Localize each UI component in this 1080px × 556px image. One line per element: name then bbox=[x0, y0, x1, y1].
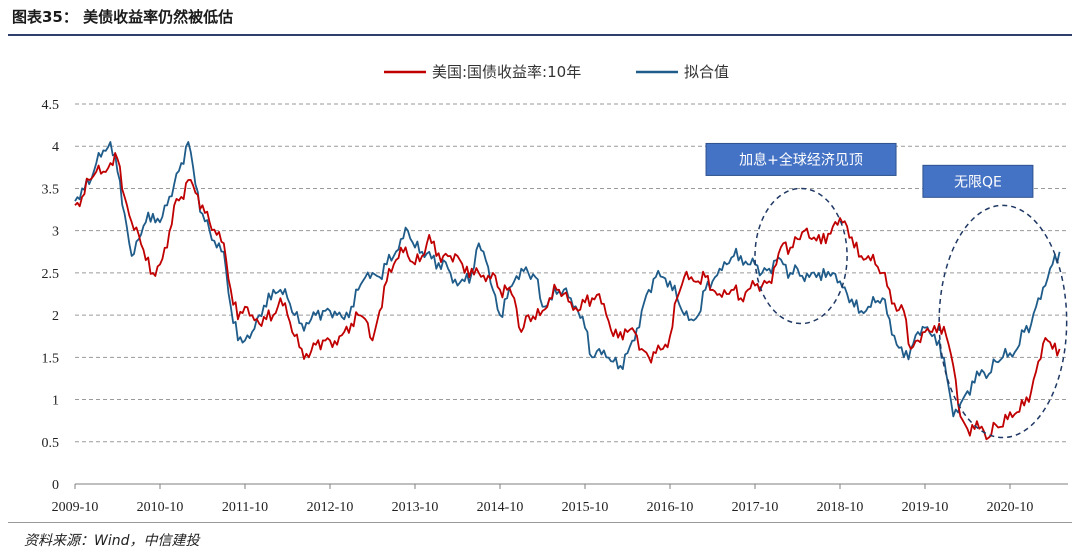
y-tick-label: 2 bbox=[52, 309, 59, 324]
series-line bbox=[74, 152, 1061, 441]
x-tick-label: 2016-10 bbox=[647, 500, 694, 515]
source-rule bbox=[8, 522, 1072, 523]
y-tick-label: 4 bbox=[52, 140, 59, 155]
x-tick-label: 2013-10 bbox=[392, 500, 439, 515]
yield-chart: 0 0.5 1 1.5 2 2.5 3 3.5 4 4.5 2009-10 2010-10 2011-… bbox=[42, 63, 1068, 515]
source-note: 资料来源：Wind，中信建投 bbox=[24, 533, 200, 549]
y-tick-label: 4.5 bbox=[42, 98, 60, 113]
y-tick-label: 1.5 bbox=[42, 351, 60, 366]
annotation-box bbox=[705, 142, 897, 176]
annotation-label: 无限QE bbox=[954, 174, 1002, 190]
legend-label: 拟合值 bbox=[684, 63, 729, 81]
legend: 美国:国债收益率:10年 拟合值 bbox=[384, 63, 729, 81]
series-lines bbox=[74, 141, 1061, 441]
grid-lines bbox=[75, 103, 1068, 443]
x-tick-label: 2015-10 bbox=[562, 500, 609, 515]
x-tick-label: 2012-10 bbox=[307, 500, 354, 515]
x-axis: 2009-10 2010-10 2011-10 2012-10 2013-10 2014-… bbox=[52, 483, 1068, 515]
y-tick-label: 0.5 bbox=[42, 436, 60, 451]
legend-label: 美国:国债收益率:10年 bbox=[432, 63, 581, 81]
highlight-ellipse bbox=[938, 204, 1068, 439]
y-tick-label: 3.5 bbox=[42, 182, 60, 197]
x-tick-label: 2017-10 bbox=[732, 500, 779, 515]
figure-title: 图表35： 美债收益率仍然被低估 bbox=[12, 8, 234, 26]
annotation-label: 加息+全球经济见顶 bbox=[739, 151, 863, 168]
y-axis: 0 0.5 1 1.5 2 2.5 3 3.5 4 4.5 bbox=[42, 98, 60, 493]
y-tick-label: 0 bbox=[52, 478, 59, 493]
x-tick-label: 2011-10 bbox=[222, 500, 268, 515]
series-line bbox=[74, 141, 1061, 418]
x-tick-label: 2018-10 bbox=[817, 500, 864, 515]
x-tick-label: 2010-10 bbox=[137, 500, 184, 515]
x-tick-label: 2019-10 bbox=[902, 500, 949, 515]
y-tick-label: 3 bbox=[52, 225, 59, 240]
x-tick-label: 2009-10 bbox=[52, 500, 99, 515]
x-tick-label: 2014-10 bbox=[477, 500, 524, 515]
y-tick-label: 2.5 bbox=[42, 267, 60, 282]
highlight-ellipses bbox=[754, 187, 1068, 439]
title-rule bbox=[8, 34, 1072, 36]
x-tick-label: 2020-10 bbox=[987, 500, 1034, 515]
y-tick-label: 1 bbox=[52, 394, 59, 409]
highlight-ellipse bbox=[754, 187, 848, 325]
annotation-box bbox=[922, 164, 1034, 198]
